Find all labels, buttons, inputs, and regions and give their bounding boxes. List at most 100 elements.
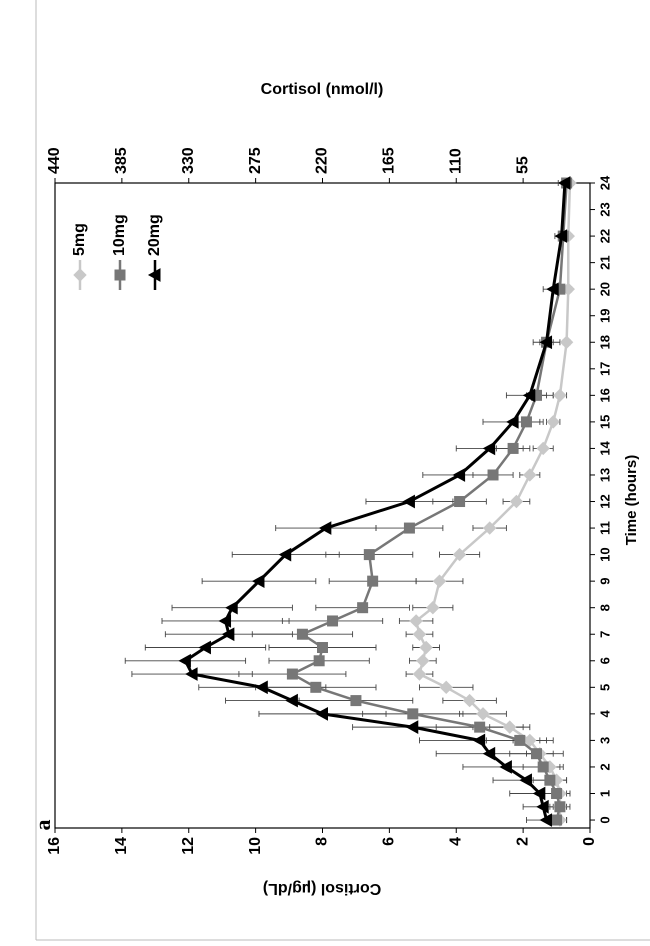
y2-tick-label: 385 xyxy=(113,147,130,174)
marker xyxy=(221,627,235,642)
x-tick-label: 22 xyxy=(597,229,612,243)
y2-tick-label: 440 xyxy=(46,147,63,174)
y-tick-label: 6 xyxy=(381,837,398,846)
marker xyxy=(557,176,571,190)
marker xyxy=(509,494,524,509)
marker xyxy=(426,600,440,615)
y2-tick-label: 110 xyxy=(447,148,464,174)
marker xyxy=(523,468,537,482)
legend-marker xyxy=(73,268,87,282)
marker xyxy=(553,388,567,403)
y-tick-label: 4 xyxy=(447,837,464,846)
y-tick-label: 2 xyxy=(514,837,531,846)
marker xyxy=(412,627,427,641)
marker xyxy=(503,720,517,734)
x-tick-label: 5 xyxy=(597,684,612,691)
marker xyxy=(462,693,477,708)
y2-tick-label: 55 xyxy=(514,156,531,174)
rotated-chart: a Time (hours) Cortisol (µg/dL) Cortisol… xyxy=(30,81,640,897)
marker xyxy=(476,707,490,721)
marker xyxy=(296,628,308,640)
marker xyxy=(278,547,292,562)
marker xyxy=(357,602,369,614)
marker xyxy=(546,282,559,297)
legend-marker xyxy=(114,269,126,281)
x-tick-label: 8 xyxy=(597,604,612,611)
marker xyxy=(218,614,232,628)
marker xyxy=(519,773,532,788)
marker xyxy=(432,574,447,588)
marker xyxy=(532,786,546,801)
x-tick-label: 7 xyxy=(597,631,612,638)
marker xyxy=(531,748,542,760)
marker xyxy=(487,469,499,481)
marker xyxy=(514,734,526,746)
x-tick-label: 4 xyxy=(597,709,612,717)
marker xyxy=(407,708,419,720)
y-tick-label: 10 xyxy=(247,837,264,855)
x-tick-label: 0 xyxy=(597,816,612,823)
marker xyxy=(327,615,339,627)
x-tick-label: 24 xyxy=(597,175,612,190)
y2-tick-label: 165 xyxy=(381,147,398,174)
marker xyxy=(554,801,566,813)
marker xyxy=(452,468,466,482)
y-tick-label: 8 xyxy=(314,837,331,846)
marker xyxy=(409,614,423,628)
x-tick-label: 2 xyxy=(597,763,612,770)
marker xyxy=(225,600,238,615)
marker xyxy=(554,229,568,243)
y-axis-label: Cortisol (µg/dL) xyxy=(263,880,382,897)
marker xyxy=(185,667,198,681)
y-tick-label: 16 xyxy=(46,837,63,855)
marker xyxy=(367,575,379,587)
marker xyxy=(350,695,362,707)
marker xyxy=(317,642,328,654)
marker xyxy=(454,496,466,508)
marker xyxy=(251,574,265,588)
y2-tick-label: 220 xyxy=(314,147,331,174)
marker xyxy=(482,521,497,535)
marker xyxy=(506,415,519,429)
marker xyxy=(318,521,332,535)
marker xyxy=(452,547,467,562)
marker xyxy=(522,388,536,403)
y-tick-label: 0 xyxy=(581,837,598,846)
marker xyxy=(472,733,486,748)
legend-label: 20mg xyxy=(146,214,163,256)
marker xyxy=(474,721,486,733)
y2-axis-label: Cortisol (nmol/l) xyxy=(261,81,384,98)
y2-tick-label: 330 xyxy=(180,147,197,174)
marker xyxy=(536,441,550,456)
marker xyxy=(536,799,549,814)
legend-label: 5mg xyxy=(71,223,88,256)
marker xyxy=(559,335,574,349)
x-tick-label: 9 xyxy=(597,578,612,585)
marker xyxy=(313,655,325,667)
x-tick-label: 17 xyxy=(597,362,612,376)
marker xyxy=(403,522,415,534)
marker xyxy=(315,707,328,721)
x-tick-label: 12 xyxy=(597,494,612,508)
x-tick-label: 10 xyxy=(597,547,612,561)
x-tick-label: 21 xyxy=(597,255,612,269)
marker xyxy=(551,787,563,799)
marker xyxy=(539,335,553,350)
marker xyxy=(520,416,532,428)
marker xyxy=(310,681,322,693)
marker xyxy=(544,774,556,786)
y-tick-label: 12 xyxy=(180,837,197,855)
marker xyxy=(402,494,415,509)
marker xyxy=(439,680,453,695)
x-tick-label: 13 xyxy=(597,468,612,482)
marker xyxy=(412,667,427,681)
marker xyxy=(551,814,563,826)
marker xyxy=(419,640,433,655)
marker xyxy=(416,654,430,668)
panel-label: a xyxy=(30,820,55,831)
legend-label: 10mg xyxy=(111,214,128,256)
marker xyxy=(405,720,419,734)
x-tick-label: 14 xyxy=(597,440,612,455)
